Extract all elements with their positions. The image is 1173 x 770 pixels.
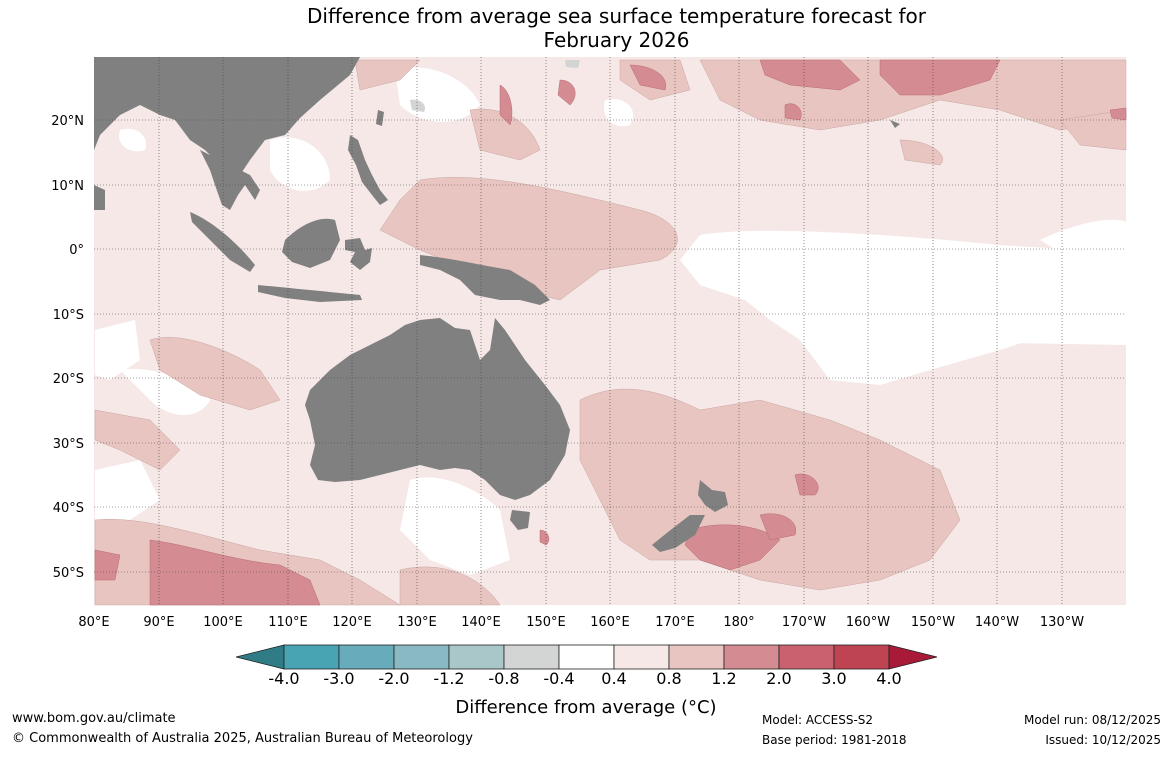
lon-label: 160°W <box>846 615 890 630</box>
colorbar-bin <box>668 644 725 670</box>
lat-label: 20°N <box>51 114 84 129</box>
lon-label: 120°E <box>332 615 372 630</box>
colorbar-bin <box>283 644 340 670</box>
colorbar-label: 1.2 <box>711 669 737 688</box>
lon-label: 160°E <box>590 615 630 630</box>
chart-title: Difference from average sea surface temp… <box>0 4 1173 52</box>
colorbar-label: 2.0 <box>766 669 792 688</box>
colorbar-bin <box>558 644 615 670</box>
copyright-notice: © Commonwealth of Australia 2025, Austra… <box>12 731 473 746</box>
lon-label: 140°W <box>975 615 1019 630</box>
lat-label: 20°S <box>53 372 84 387</box>
colorbar <box>235 644 938 670</box>
colorbar-label: -1.2 <box>433 669 465 688</box>
colorbar-label: 4.0 <box>876 669 902 688</box>
colorbar-min-arrow <box>235 644 285 670</box>
colorbar-label: -2.0 <box>378 669 410 688</box>
model-run-date: Model run: 08/12/2025 <box>1023 713 1161 727</box>
colorbar-bin <box>448 644 505 670</box>
lat-label: 50°S <box>53 566 84 581</box>
colorbar-label: 0.8 <box>656 669 682 688</box>
lat-label: 10°S <box>53 308 84 323</box>
colorbar-bin <box>393 644 450 670</box>
lon-label: 140°E <box>461 615 501 630</box>
lon-label: 150°W <box>911 615 955 630</box>
colorbar-label: 0.4 <box>601 669 627 688</box>
title-line-2: February 2026 <box>543 28 690 52</box>
lat-label: 30°S <box>53 437 84 452</box>
lon-label: 100°E <box>203 615 243 630</box>
lat-label: 40°S <box>53 501 84 516</box>
lon-label: 170°W <box>782 615 826 630</box>
colorbar-label: -3.0 <box>323 669 355 688</box>
colorbar-title: Difference from average (°C) <box>455 697 717 718</box>
model-info: Model: ACCESS-S2 <box>762 713 874 727</box>
colorbar-label: 3.0 <box>821 669 847 688</box>
cool-anomaly-slight <box>410 60 580 112</box>
colorbar-max-arrow <box>888 644 938 670</box>
graticule <box>94 57 1126 605</box>
lon-label: 130°W <box>1040 615 1084 630</box>
colorbar-bin <box>613 644 670 670</box>
lon-label: 130°E <box>397 615 437 630</box>
latitude-labels: 20°N 10°N 0° 10°S 20°S 30°S 40°S 50°S <box>51 114 84 581</box>
lon-label: 80°E <box>78 615 109 630</box>
colorbar-bin <box>778 644 835 670</box>
title-line-1: Difference from average sea surface temp… <box>306 4 926 28</box>
base-period-info: Base period: 1981-2018 <box>762 733 907 747</box>
colorbar-label: -4.0 <box>268 669 300 688</box>
near-normal-regions <box>95 67 1126 575</box>
website-link[interactable]: www.bom.gov.au/climate <box>12 711 176 726</box>
colorbar-label: -0.8 <box>488 669 520 688</box>
warm-anomaly-strong <box>94 59 1127 606</box>
lon-label: 90°E <box>143 615 174 630</box>
colorbar-bin <box>338 644 395 670</box>
issued-date: Issued: 10/12/2025 <box>1045 733 1161 747</box>
lat-label: 10°N <box>51 179 84 194</box>
colorbar-bin <box>723 644 780 670</box>
colorbar-bin <box>833 644 890 670</box>
colorbar-label: -0.4 <box>543 669 575 688</box>
longitude-labels: 80°E 90°E 100°E 110°E 120°E 130°E 140°E … <box>78 615 1084 630</box>
land-masses <box>94 57 900 552</box>
lon-label: 170°E <box>655 615 695 630</box>
lon-label: 180° <box>723 615 754 630</box>
colorbar-bin <box>503 644 560 670</box>
lon-label: 150°E <box>526 615 566 630</box>
lon-label: 110°E <box>268 615 308 630</box>
lat-label: 0° <box>69 243 84 258</box>
